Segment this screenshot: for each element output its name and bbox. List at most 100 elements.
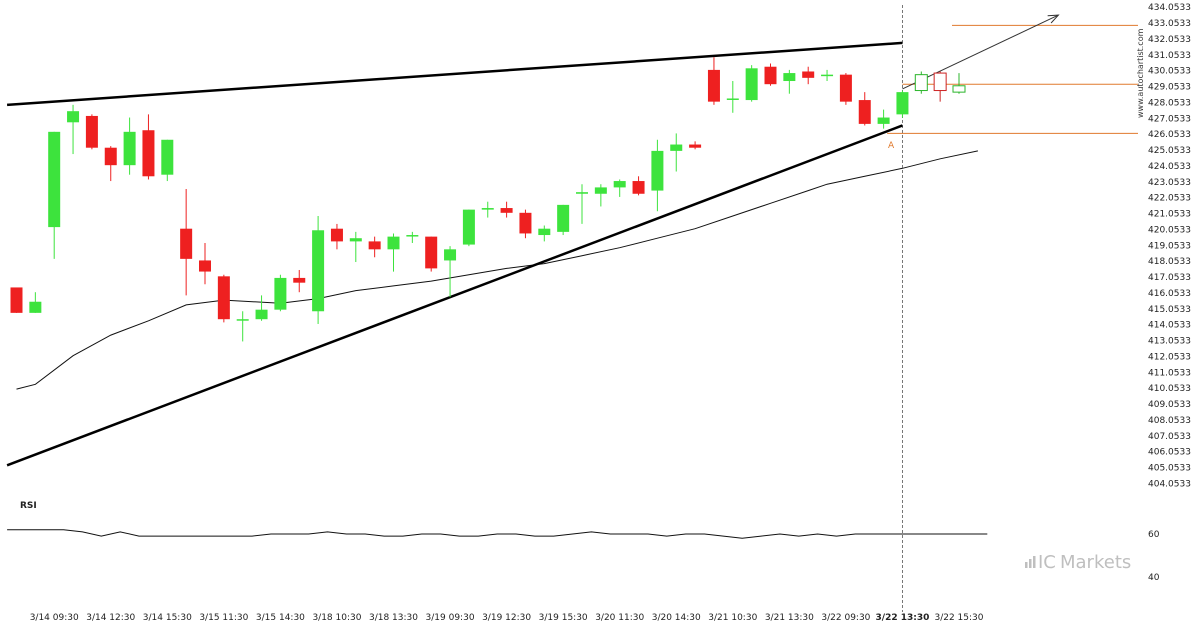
y-tick-label: 414.0533 [1148,321,1191,331]
candle-body [594,187,607,194]
watermark-text: www.autochartist.com [1136,28,1145,118]
x-tick-label: 3/22 13:30 [876,613,930,623]
y-tick-label: 433.0533 [1148,19,1191,29]
candle-body [858,100,871,124]
y-tick-label: 407.0533 [1148,432,1191,442]
y-tick-label: 419.0533 [1148,241,1191,251]
candle-body [349,238,362,242]
y-tick-label: 421.0533 [1148,210,1191,220]
candle-body [199,260,211,272]
candle-body [783,73,796,82]
candle-body [406,235,419,237]
x-tick-label: 3/15 11:30 [199,613,248,623]
x-tick-label: 3/14 09:30 [30,613,79,623]
y-tick-label: 415.0533 [1148,305,1191,315]
candle-body [368,241,381,250]
projected-candle-body [914,74,928,92]
candle-body [707,69,720,102]
candle-body [48,131,61,228]
candle-body [255,309,268,320]
y-tick-label: 434.0533 [1148,3,1191,13]
y-tick-label: 413.0533 [1148,337,1191,347]
candle-body [462,209,475,245]
brand-suffix: Markets [1060,552,1131,573]
y-tick-label: 426.0533 [1148,130,1191,140]
candle-body [726,98,739,100]
candle-body [293,277,306,283]
y-tick-label: 431.0533 [1148,51,1191,61]
y-tick-label: 406.0533 [1148,448,1191,458]
candle-body [29,301,42,313]
brand-prefix: IC [1038,552,1056,573]
y-tick-label: 428.0533 [1148,98,1191,108]
candle-body [689,144,702,148]
y-tick-label: 408.0533 [1148,416,1191,426]
wedge-lower-line [6,124,903,467]
x-tick-label: 3/19 15:30 [539,613,588,623]
wedge-upper-line [6,41,903,107]
candle-body [538,228,551,236]
candle-body [651,150,664,191]
rsi-line [7,529,988,539]
candle-body [10,287,23,313]
candle-body [330,228,343,242]
y-tick-label: 412.0533 [1148,352,1191,362]
candle-body [387,236,400,250]
moving-average-layer [16,150,979,390]
candle-body [877,117,890,124]
x-tick-label: 3/21 13:30 [765,613,814,623]
x-tick-label: 3/19 09:30 [426,613,475,623]
x-tick-label: 3/18 13:30 [369,613,418,623]
candle-body [613,181,626,188]
candle-body [236,319,249,321]
forecast-arrow-head [1047,14,1060,24]
x-tick-label: 3/18 10:30 [312,613,361,623]
y-tick-label: 417.0533 [1148,273,1191,283]
y-tick-label: 430.0533 [1148,67,1191,77]
y-tick-label: 418.0533 [1148,257,1191,267]
y-tick-label: 409.0533 [1148,400,1191,410]
x-tick-label: 3/14 12:30 [86,613,135,623]
rsi-label: RSI [20,501,37,511]
candle-body [123,131,136,166]
candle-body [519,212,532,234]
forecast-arrow-line [902,14,1059,90]
y-tick-label: 425.0533 [1148,146,1191,156]
y-tick-label: 411.0533 [1148,368,1191,378]
rsi-panel: 60 40 [7,529,1160,583]
candle-body [444,249,457,261]
candle-body [745,68,758,101]
pattern-point-label: A [888,141,895,151]
y-tick-label: 416.0533 [1148,289,1191,299]
brand-logo: IC Markets [1025,552,1131,573]
y-tick-label: 405.0533 [1148,464,1191,474]
y-tick-label: 427.0533 [1148,114,1191,124]
candle-body [161,139,174,175]
candle-body [670,144,683,151]
y-tick-label: 404.0533 [1148,480,1191,490]
x-tick-label: 3/20 14:30 [652,613,701,623]
y-tick-label: 424.0533 [1148,162,1191,172]
y-tick-label: 422.0533 [1148,194,1191,204]
y-tick-label: 410.0533 [1148,384,1191,394]
candle-body [557,204,570,232]
x-tick-label: 3/22 09:30 [821,613,870,623]
x-tick-label: 3/20 11:30 [595,613,644,623]
candle-body [85,115,98,148]
projected-candles-layer [914,71,966,102]
candle-body [104,147,117,166]
candle-body [764,66,777,85]
candle-body [180,228,193,259]
projected-candle-body [933,72,947,92]
candle-body [839,74,852,102]
rsi-tick-label: 40 [1148,573,1160,583]
candle-body [425,236,438,269]
candle-body [67,111,80,123]
x-tick-label: 3/15 14:30 [256,613,305,623]
x-tick-label: 3/22 15:30 [934,613,983,623]
candle-body [632,181,645,194]
candle-body [500,208,513,213]
y-tick-label: 429.0533 [1148,83,1191,93]
